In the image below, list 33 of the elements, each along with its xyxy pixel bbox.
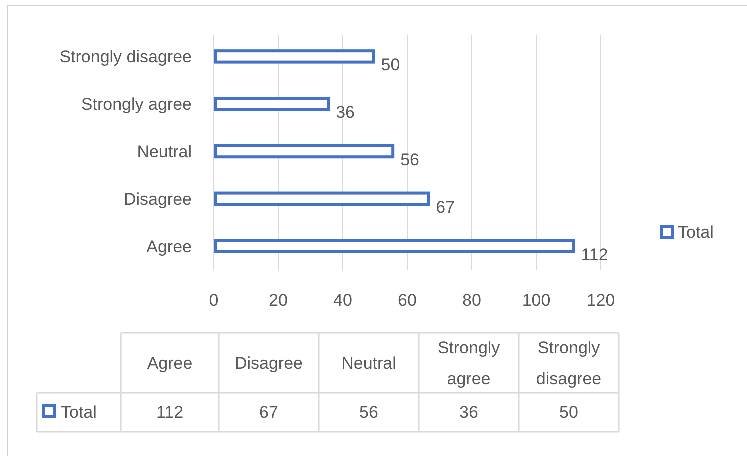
bar bbox=[214, 96, 330, 112]
data-label: 67 bbox=[436, 198, 455, 217]
x-tick-label: 0 bbox=[209, 291, 219, 310]
data-label: 56 bbox=[400, 150, 420, 170]
y-tick-label: Disagree bbox=[124, 190, 192, 209]
y-tick-label: Strongly agree bbox=[81, 95, 192, 114]
data-label: 50 bbox=[560, 403, 578, 422]
y-tick-label: Neutral bbox=[137, 142, 192, 162]
x-tick-label: 60 bbox=[398, 291, 417, 310]
legend-label: Total bbox=[678, 223, 714, 242]
y-tick-label: Strongly disagree bbox=[60, 48, 192, 67]
category-label: Neutral bbox=[342, 354, 396, 373]
bar bbox=[214, 192, 430, 206]
data-label: 36 bbox=[336, 103, 356, 122]
x-tick-label: 120 bbox=[586, 291, 616, 310]
bar bbox=[214, 50, 376, 64]
data-label: 56 bbox=[360, 403, 378, 422]
x-tick-label: 80 bbox=[462, 291, 482, 310]
data-label: 112 bbox=[581, 245, 608, 264]
legend-label: Total bbox=[61, 403, 97, 422]
x-tick-label: 100 bbox=[522, 291, 551, 310]
data-label: 67 bbox=[260, 403, 278, 422]
data-label: 50 bbox=[381, 56, 400, 75]
data-label: 36 bbox=[460, 403, 478, 422]
y-tick-label: Agree bbox=[146, 237, 192, 256]
x-tick-label: 40 bbox=[334, 291, 352, 310]
x-tick-label: 20 bbox=[269, 291, 288, 310]
bar bbox=[214, 144, 395, 159]
category-label: Disagree bbox=[234, 354, 304, 373]
category-label: Strongly disagree bbox=[536, 338, 602, 388]
category-label: Strongly agree bbox=[438, 338, 501, 388]
bar bbox=[214, 239, 576, 254]
data-label: 112 bbox=[156, 403, 184, 422]
